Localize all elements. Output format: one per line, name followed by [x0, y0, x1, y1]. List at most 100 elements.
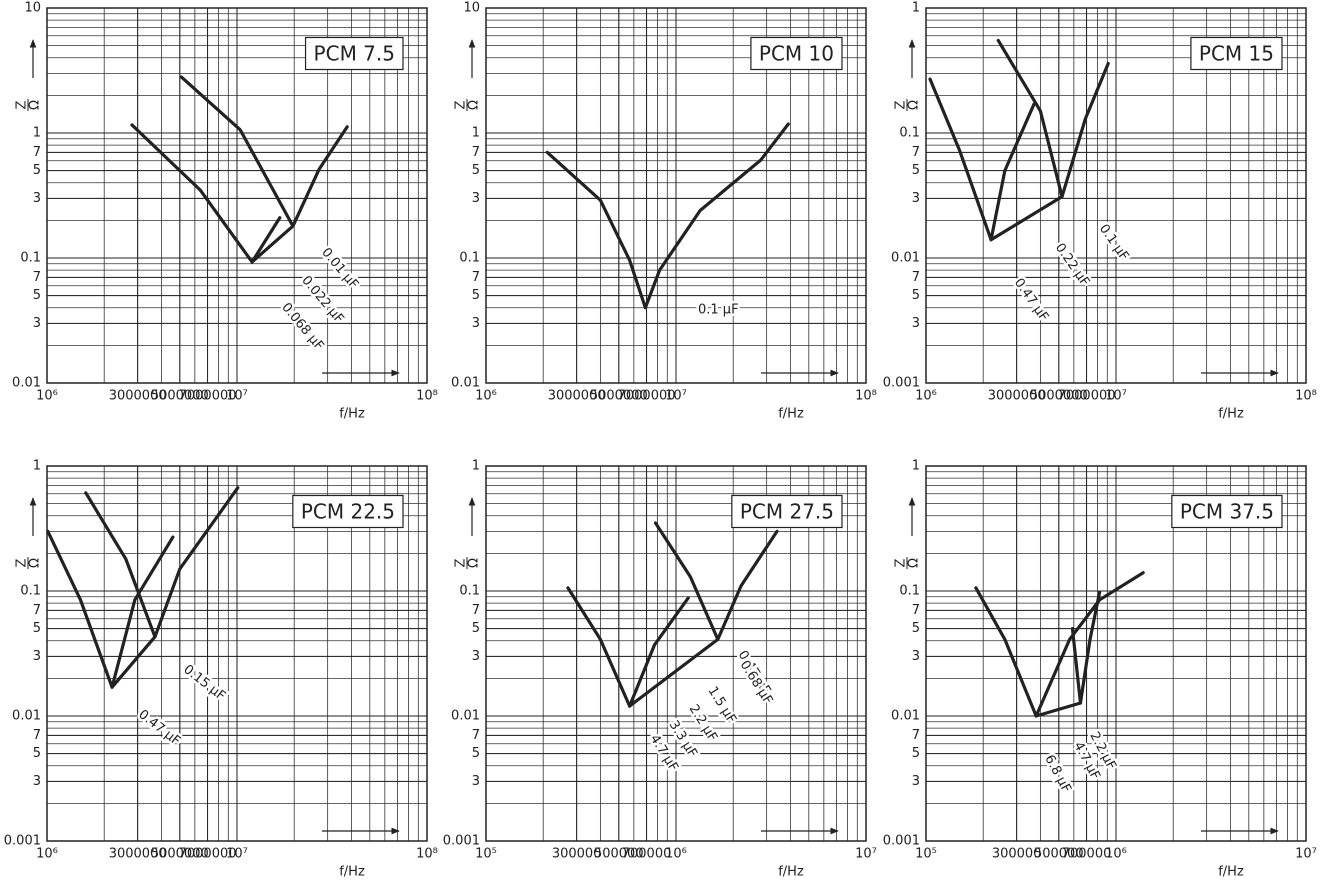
y-tick-label: 10: [24, 1, 41, 16]
x-tick-label: 5000000: [151, 847, 209, 862]
y-tick-label: 5: [33, 288, 41, 303]
y-tick-label: 0.001: [4, 834, 41, 849]
x-tick-label: 300000: [552, 847, 602, 862]
y-tick-label: 7: [472, 270, 480, 285]
y-tick-label: 3: [33, 774, 41, 789]
title-box: [750, 36, 843, 71]
y-tick-label: 5: [472, 746, 480, 761]
y-tick-label: 3: [472, 649, 480, 664]
y-axis-label: Ω: [467, 558, 482, 568]
y-tick-label: 3: [472, 774, 480, 789]
y-tick-label: 1: [33, 459, 41, 474]
x-tick-label: 3000000: [109, 847, 167, 862]
y-tick-label: 7: [33, 270, 41, 285]
y-tick-label: 7: [33, 728, 41, 743]
y-tick-label: 0.1: [20, 251, 41, 266]
x-tick-label: 5000000: [590, 389, 648, 404]
x-tick-label: 3000000: [109, 389, 167, 404]
y-tick-label: 0.001: [883, 376, 920, 391]
x-tick-label: 7000000: [179, 389, 237, 404]
plot-frame: [46, 7, 428, 384]
impedance-curve: [545, 122, 790, 310]
y-tick-label: 0.01: [891, 251, 920, 266]
x-tick-label: 10⁸: [855, 389, 877, 404]
x-tick-label: 10⁶: [36, 847, 58, 862]
x-tick-label: 10⁸: [416, 847, 438, 862]
chart-title: PCM 10: [759, 42, 834, 66]
y-tick-label: 10: [463, 1, 480, 16]
y-tick-label: 7: [472, 145, 480, 160]
x-tick-label: 10⁵: [475, 847, 497, 862]
y-tick-label: 1: [912, 1, 920, 16]
x-tick-label: 10⁷: [1295, 847, 1317, 862]
x-tick-label: 10⁷: [226, 847, 248, 862]
y-tick-label: 7: [472, 603, 480, 618]
impedance-curve: [110, 635, 157, 689]
y-tick-label: 5: [33, 746, 41, 761]
y-tick-label: 0.01: [451, 376, 480, 391]
y-tick-label: 0.01: [891, 709, 920, 724]
x-axis-label: f/Hz: [1218, 407, 1244, 422]
curve-label: 0.1 µF: [698, 303, 739, 318]
x-tick-label: 300000: [992, 847, 1042, 862]
y-tick-label: 7: [472, 728, 480, 743]
plot-frame: [46, 465, 428, 842]
y-tick-label: 7: [912, 145, 920, 160]
y-tick-label: 0.1: [899, 584, 920, 599]
x-tick-label: 500000: [594, 847, 644, 862]
y-axis-label: Ω: [907, 558, 922, 568]
x-tick-label: 5000000: [151, 389, 209, 404]
y-axis-label: Z: [15, 100, 30, 109]
plot-frame: [925, 465, 1307, 842]
y-tick-label: 0.01: [12, 709, 41, 724]
y-axis-label: Z: [454, 558, 469, 567]
y-tick-label: 5: [472, 621, 480, 636]
y-tick-label: 0.1: [459, 584, 480, 599]
x-tick-label: 7000000: [618, 389, 676, 404]
x-tick-label: 10⁶: [1105, 847, 1127, 862]
x-axis-label: f/Hz: [778, 865, 804, 880]
x-tick-label: 10⁷: [855, 847, 877, 862]
y-tick-label: 1: [472, 459, 480, 474]
y-tick-label: 5: [472, 288, 480, 303]
y-tick-label: 7: [912, 603, 920, 618]
x-tick-label: 7000000: [179, 847, 237, 862]
impedance-curve: [974, 571, 1145, 718]
title-box: [304, 36, 404, 71]
y-tick-label: 3: [912, 649, 920, 664]
y-axis-label: Ω: [907, 100, 922, 110]
x-tick-label: 500000: [1034, 847, 1084, 862]
title-box: [731, 494, 843, 529]
chart-title: PCM 22.5: [301, 500, 395, 524]
y-axis-label: Z: [454, 100, 469, 109]
y-axis-label: Ω: [28, 100, 43, 110]
plot-frame: [485, 7, 867, 384]
y-tick-label: 5: [33, 621, 41, 636]
x-tick-label: 10⁸: [416, 389, 438, 404]
x-tick-label: 10⁸: [1295, 389, 1317, 404]
title-box: [1171, 494, 1283, 529]
y-tick-label: 0.01: [451, 709, 480, 724]
chart-title: PCM 7.5: [314, 42, 395, 66]
y-tick-label: 7: [33, 145, 41, 160]
y-tick-label: 7: [33, 603, 41, 618]
y-tick-label: 7: [912, 728, 920, 743]
y-tick-label: 0.1: [20, 584, 41, 599]
y-axis-label: Z: [894, 100, 909, 109]
x-tick-label: 10⁶: [915, 389, 937, 404]
plot-frame: [925, 7, 1307, 384]
y-tick-label: 3: [33, 316, 41, 331]
y-axis-label: Z: [894, 558, 909, 567]
y-tick-label: 1: [912, 459, 920, 474]
x-tick-label: 700000: [1062, 847, 1112, 862]
impedance-curve: [628, 637, 720, 708]
x-tick-label: 10⁷: [665, 389, 687, 404]
x-tick-label: 700000: [622, 847, 672, 862]
y-tick-label: 3: [33, 191, 41, 206]
x-axis-label: f/Hz: [339, 865, 365, 880]
y-tick-label: 0.001: [883, 834, 920, 849]
